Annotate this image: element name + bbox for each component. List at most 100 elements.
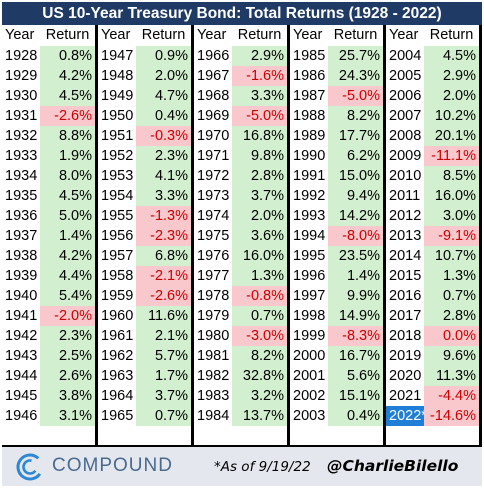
return-cell: 9.6% — [424, 346, 479, 366]
return-cell: 3.2% — [232, 386, 287, 406]
table-row: 1972 2.8% — [194, 166, 287, 186]
year-cell: 1957 — [98, 246, 136, 266]
table-row: 2014 10.7% — [386, 246, 479, 266]
table-row: 2012 3.0% — [386, 206, 479, 226]
year-cell: 1972 — [194, 166, 232, 186]
year-cell: 1981 — [194, 346, 232, 366]
year-cell: 2011 — [386, 186, 424, 206]
return-cell: 5.4% — [40, 286, 95, 306]
return-cell: -1.3% — [136, 206, 191, 226]
year-cell: 1933 — [2, 146, 40, 166]
return-cell: 10.2% — [424, 106, 479, 126]
year-cell: 1966 — [194, 46, 232, 66]
table-row: 1977 1.3% — [194, 266, 287, 286]
table-row: 1960 11.6% — [98, 306, 191, 326]
return-cell: 16.0% — [232, 246, 287, 266]
table-column-block: Year Return 1985 25.7% 1986 24.3% 1987 -5.0% 198… — [290, 25, 383, 445]
return-cell: 2.0% — [136, 66, 191, 86]
return-cell: -9.1% — [424, 226, 479, 246]
year-cell: 1989 — [290, 126, 328, 146]
year-cell: 1930 — [2, 86, 40, 106]
year-cell: 1993 — [290, 206, 328, 226]
return-cell: 32.8% — [232, 366, 287, 386]
table-row: 1988 8.2% — [290, 106, 383, 126]
year-cell: 2016 — [386, 286, 424, 306]
return-cell: 2.8% — [424, 306, 479, 326]
return-cell: 9.8% — [232, 146, 287, 166]
header-row: Year Return — [2, 25, 95, 46]
table-row: 2015 1.3% — [386, 266, 479, 286]
table-row: 1986 24.3% — [290, 66, 383, 86]
year-cell: 1936 — [2, 206, 40, 226]
return-cell: 1.4% — [328, 266, 383, 286]
return-cell: -4.4% — [424, 386, 479, 406]
year-cell: 1964 — [98, 386, 136, 406]
year-cell: 1939 — [2, 266, 40, 286]
table-row: 1953 4.1% — [98, 166, 191, 186]
year-cell: 2007 — [386, 106, 424, 126]
compound-c-logo-icon — [16, 453, 44, 481]
table-row: 1990 6.2% — [290, 146, 383, 166]
table-row: 1941 -2.0% — [2, 306, 95, 326]
return-cell: 2.0% — [424, 86, 479, 106]
table-row: 1971 9.8% — [194, 146, 287, 166]
return-cell: 8.8% — [40, 126, 95, 146]
return-cell: 8.2% — [328, 106, 383, 126]
table-row: 1976 16.0% — [194, 246, 287, 266]
year-cell: 1967 — [194, 66, 232, 86]
table-row: 1952 2.3% — [98, 146, 191, 166]
table-row: 1938 4.2% — [2, 246, 95, 266]
table-row: 2011 16.0% — [386, 186, 479, 206]
table-row: 2020 11.3% — [386, 366, 479, 386]
return-cell: 14.2% — [328, 206, 383, 226]
year-cell: 1946 — [2, 406, 40, 426]
year-cell: 1996 — [290, 266, 328, 286]
return-cell: 8.0% — [40, 166, 95, 186]
return-cell: 6.2% — [328, 146, 383, 166]
return-cell: 11.3% — [424, 366, 479, 386]
table-row: 1991 15.0% — [290, 166, 383, 186]
year-cell: 1976 — [194, 246, 232, 266]
return-cell: 4.1% — [136, 166, 191, 186]
table-row: 1973 3.7% — [194, 186, 287, 206]
return-cell: -1.6% — [232, 66, 287, 86]
year-cell: 1973 — [194, 186, 232, 206]
table-row: 2005 2.9% — [386, 66, 479, 86]
year-cell: 2017 — [386, 306, 424, 326]
return-cell: 5.0% — [40, 206, 95, 226]
table-row: 1946 3.1% — [2, 406, 95, 426]
return-cell: 16.7% — [328, 346, 383, 366]
year-cell: 1998 — [290, 306, 328, 326]
year-cell: 1968 — [194, 86, 232, 106]
year-cell: 1974 — [194, 206, 232, 226]
return-cell: 3.6% — [232, 226, 287, 246]
table-row: 1981 8.2% — [194, 346, 287, 366]
year-cell: 1953 — [98, 166, 136, 186]
table-row: 1944 2.6% — [2, 366, 95, 386]
return-cell: 5.6% — [328, 366, 383, 386]
table-row: 1969 -5.0% — [194, 106, 287, 126]
return-header: Return — [424, 25, 479, 46]
year-cell: 1962 — [98, 346, 136, 366]
table-row: 1939 4.4% — [2, 266, 95, 286]
return-cell: 3.3% — [136, 186, 191, 206]
return-cell: 0.8% — [40, 46, 95, 66]
return-cell: 0.7% — [424, 286, 479, 306]
year-cell: 1969 — [194, 106, 232, 126]
table-row: 1933 1.9% — [2, 146, 95, 166]
return-cell: 1.9% — [40, 146, 95, 166]
table-row: 1966 2.9% — [194, 46, 287, 66]
return-cell: 0.9% — [136, 46, 191, 66]
table-row: 1935 4.5% — [2, 186, 95, 206]
table-row: 1940 5.4% — [2, 286, 95, 306]
table-row: 1967 -1.6% — [194, 66, 287, 86]
table-row: 1984 13.7% — [194, 406, 287, 426]
table-row: 1929 4.2% — [2, 66, 95, 86]
year-cell: 2004 — [386, 46, 424, 66]
as-of-note: *As of 9/19/22 — [214, 459, 311, 475]
table-row: 1942 2.3% — [2, 326, 95, 346]
table-row: 1998 14.9% — [290, 306, 383, 326]
year-cell: 1935 — [2, 186, 40, 206]
table-row: 1928 0.8% — [2, 46, 95, 66]
return-cell: 23.5% — [328, 246, 383, 266]
